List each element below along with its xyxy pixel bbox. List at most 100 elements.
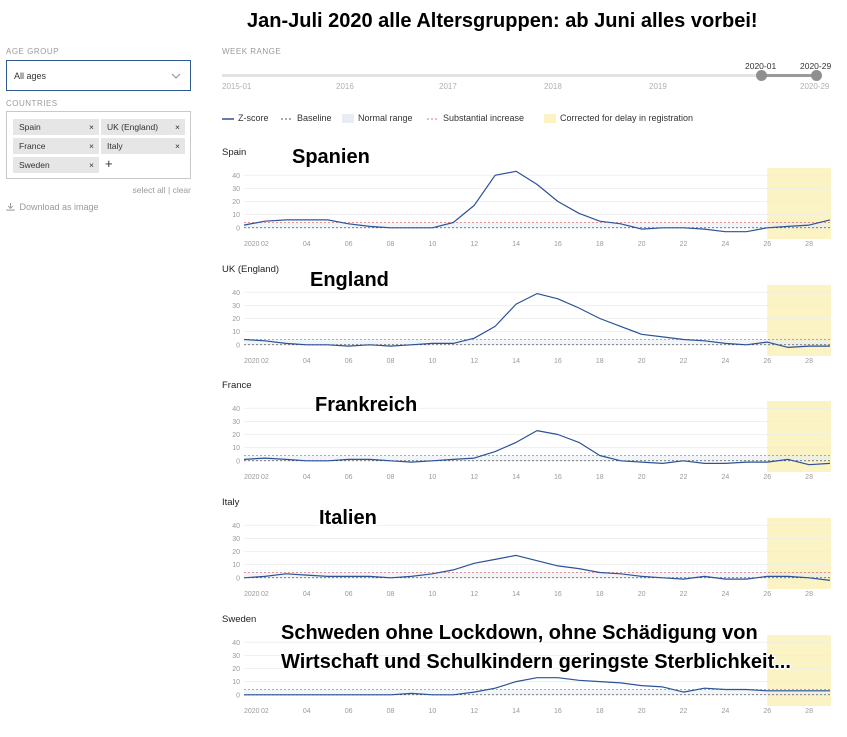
x-tick-label: 10 bbox=[428, 241, 436, 248]
clear-link[interactable]: clear bbox=[172, 185, 191, 195]
x-tick-label: 02 bbox=[261, 358, 269, 365]
chip-label: Sweden bbox=[19, 160, 50, 170]
chart-annotation: England bbox=[310, 269, 389, 291]
x-tick-label: 28 bbox=[805, 358, 813, 365]
x-tick-label: 26 bbox=[763, 591, 771, 598]
y-tick-label: 0 bbox=[236, 692, 240, 699]
normal-range-band bbox=[244, 689, 830, 695]
x-tick-label: 24 bbox=[721, 708, 729, 715]
y-tick-label: 10 bbox=[232, 679, 240, 686]
x-tick-label: 10 bbox=[428, 474, 436, 481]
x-tick-label: 04 bbox=[303, 708, 311, 715]
legend-dash-swatch bbox=[281, 118, 293, 120]
week-range-selection bbox=[761, 74, 817, 77]
chart-uk-england: UK (England) 0 10 20 30 40 2020 02 04 06 08 10 12 14 1… bbox=[222, 264, 831, 365]
week-range-start-handle[interactable] bbox=[756, 70, 767, 81]
x-tick-label: 02 bbox=[261, 591, 269, 598]
x-tick-label: 28 bbox=[805, 708, 813, 715]
legend-box-swatch bbox=[342, 114, 354, 124]
y-tick-label: 20 bbox=[232, 549, 240, 556]
x-tick-label: 02 bbox=[261, 241, 269, 248]
x-tick-label: 04 bbox=[303, 358, 311, 365]
age-group-value: All ages bbox=[14, 71, 47, 81]
y-tick-label: 30 bbox=[232, 419, 240, 426]
x-tick-label: 02 bbox=[261, 708, 269, 715]
x-tick-label: 12 bbox=[470, 591, 478, 598]
y-tick-label: 20 bbox=[232, 666, 240, 673]
y-tick-label: 40 bbox=[232, 173, 240, 180]
country-chip-italy[interactable]: Italy × bbox=[101, 138, 185, 154]
x-tick-label: 12 bbox=[470, 474, 478, 481]
close-icon[interactable]: × bbox=[89, 122, 94, 132]
chart-italy: Italy 0 10 20 30 40 2020 02 04 06 08 10 12 14 16 18 20 22… bbox=[222, 497, 831, 598]
y-tick-label: 0 bbox=[236, 342, 240, 349]
x-tick-label: 22 bbox=[680, 474, 688, 481]
x-tick-label: 20 bbox=[638, 358, 646, 365]
country-chip-uk-england[interactable]: UK (England) × bbox=[101, 119, 185, 135]
x-tick-label: 20 bbox=[638, 708, 646, 715]
corrected-region bbox=[767, 285, 831, 356]
legend-label: Z-score bbox=[238, 113, 269, 123]
chart-title: Sweden bbox=[222, 614, 256, 625]
zscore-series-line bbox=[243, 554, 831, 581]
legend-corrected: Corrected for delay in registration bbox=[544, 113, 693, 124]
week-range-end-handle[interactable] bbox=[811, 70, 822, 81]
week-range-selected-start: 2020-01 bbox=[745, 61, 777, 71]
country-chip-france[interactable]: France × bbox=[13, 138, 99, 154]
x-tick-label: 06 bbox=[345, 241, 353, 248]
y-tick-label: 0 bbox=[236, 225, 240, 232]
x-tick-label: 10 bbox=[428, 358, 436, 365]
close-icon[interactable]: × bbox=[175, 141, 180, 151]
week-range-start-label: 2015-01 bbox=[222, 82, 252, 91]
countries-multiselect[interactable]: Spain × UK (England) × France × Italy × … bbox=[6, 111, 191, 179]
add-country-button[interactable]: + bbox=[105, 156, 113, 171]
chart-title: Spain bbox=[222, 147, 246, 158]
chart-france: France 0 10 20 30 40 2020 02 04 06 08 10 12 14 16 18 20 2… bbox=[222, 380, 831, 481]
separator: | bbox=[167, 185, 171, 195]
chart-title: UK (England) bbox=[222, 264, 279, 275]
legend-label: Normal range bbox=[358, 113, 413, 123]
corrected-region bbox=[767, 518, 831, 589]
download-icon bbox=[6, 202, 15, 211]
age-group-label: AGE GROUP bbox=[6, 47, 59, 56]
chevron-down-icon bbox=[171, 73, 181, 79]
zscore-series-line bbox=[243, 170, 831, 233]
x-tick-label: 08 bbox=[387, 474, 395, 481]
legend-box-swatch bbox=[544, 114, 556, 124]
legend-dash-swatch bbox=[427, 118, 439, 120]
y-tick-label: 30 bbox=[232, 186, 240, 193]
week-range-track[interactable] bbox=[222, 74, 822, 77]
legend-label: Substantial increase bbox=[443, 113, 525, 123]
x-tick-label: 08 bbox=[387, 241, 395, 248]
x-tick-label: 20 bbox=[638, 241, 646, 248]
y-tick-label: 0 bbox=[236, 458, 240, 465]
x-tick-label: 14 bbox=[512, 708, 520, 715]
y-tick-label: 10 bbox=[232, 445, 240, 452]
close-icon[interactable]: × bbox=[89, 160, 94, 170]
normal-range-band bbox=[244, 339, 830, 345]
select-all-link[interactable]: select all bbox=[132, 185, 166, 195]
annotation-line: Schweden ohne Lockdown, ohne Schädigung … bbox=[281, 622, 758, 644]
x-tick-label: 22 bbox=[680, 708, 688, 715]
x-tick-label: 16 bbox=[554, 708, 562, 715]
close-icon[interactable]: × bbox=[175, 122, 180, 132]
x-tick-label: 10 bbox=[428, 591, 436, 598]
corrected-region bbox=[767, 168, 831, 239]
x-tick-label: 26 bbox=[763, 708, 771, 715]
x-tick-label: 16 bbox=[554, 591, 562, 598]
x-tick-label: 26 bbox=[763, 358, 771, 365]
x-tick-label: 24 bbox=[721, 474, 729, 481]
chart-title: France bbox=[222, 380, 252, 391]
country-chip-spain[interactable]: Spain × bbox=[13, 119, 99, 135]
x-tick-label: 02 bbox=[261, 474, 269, 481]
week-range-selected-end: 2020-29 bbox=[800, 61, 832, 71]
download-button[interactable]: Download as image bbox=[6, 202, 99, 212]
y-tick-label: 10 bbox=[232, 329, 240, 336]
age-group-select[interactable]: All ages bbox=[6, 60, 191, 91]
country-chip-sweden[interactable]: Sweden × bbox=[13, 157, 99, 173]
chip-label: UK (England) bbox=[107, 122, 159, 132]
legend-label: Baseline bbox=[297, 113, 332, 123]
x-tick-label: 06 bbox=[345, 591, 353, 598]
normal-range-band bbox=[244, 222, 830, 228]
close-icon[interactable]: × bbox=[89, 141, 94, 151]
